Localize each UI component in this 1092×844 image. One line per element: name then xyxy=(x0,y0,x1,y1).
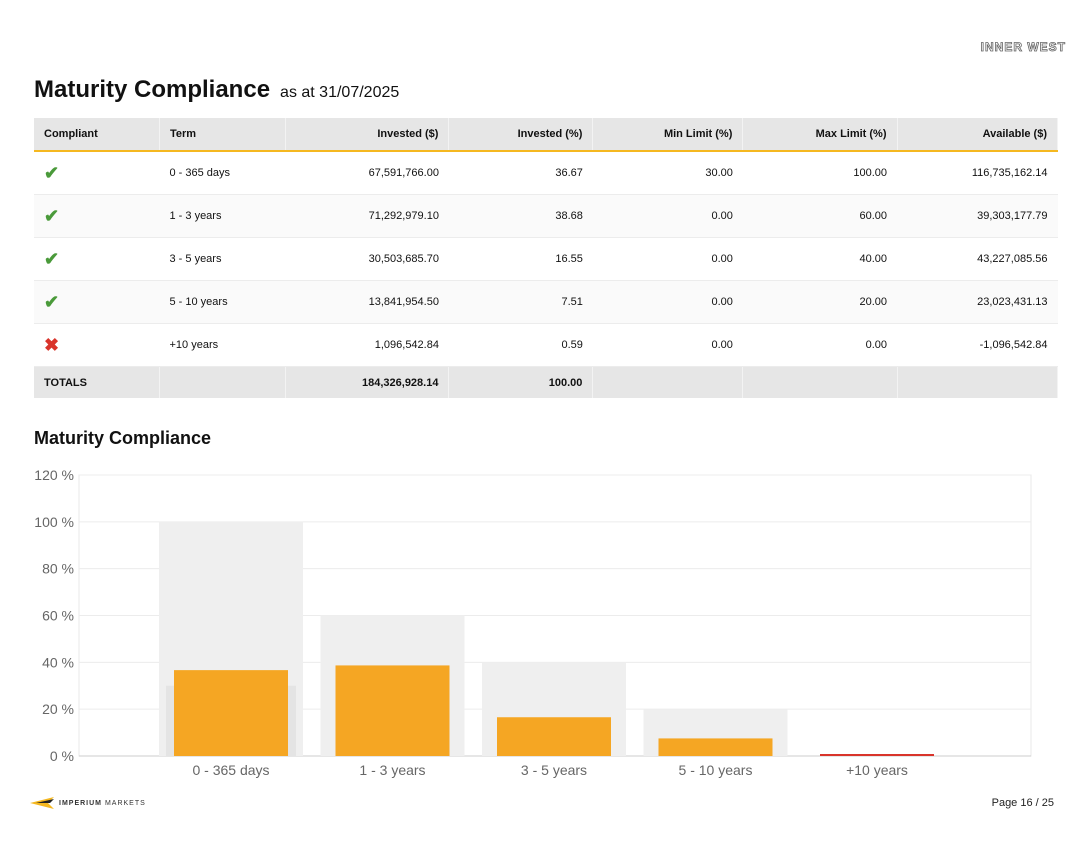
term-cell: +10 years xyxy=(159,323,286,367)
min-limit-cell: 0.00 xyxy=(592,323,743,367)
max-limit-cell: 100.00 xyxy=(742,151,898,195)
check-icon: ✔ xyxy=(44,248,60,269)
table-row: ✔ 5 - 10 years 13,841,954.50 7.51 0.00 20.00 2… xyxy=(34,280,1058,324)
table-row: ✔ 0 - 365 days 67,591,766.00 36.67 30.00 100.… xyxy=(34,151,1058,195)
available-cell: 23,023,431.13 xyxy=(897,280,1058,324)
totals-row: TOTALS 184,326,928.14 100.00 xyxy=(34,366,1059,398)
available-cell: -1,096,542.84 xyxy=(897,323,1058,367)
term-cell: 3 - 5 years xyxy=(159,237,286,281)
invested-cell: 13,841,954.50 xyxy=(285,280,449,324)
logo-text-bold: IMPERIUM xyxy=(59,799,102,807)
invested-bar xyxy=(658,738,773,756)
totals-min-cell xyxy=(592,366,744,398)
invested-bar xyxy=(820,754,934,756)
x-tick-label: 5 - 10 years xyxy=(679,762,753,778)
invested-cell: 1,096,542.84 xyxy=(285,323,449,367)
column-header-max-limit: Max Limit (%) xyxy=(742,118,898,152)
y-tick-label: 100 % xyxy=(34,514,74,530)
page-header: Maturity Compliance as at 31/07/2025 xyxy=(34,76,399,104)
totals-invested-pct: 100.00 xyxy=(448,366,594,398)
table-row: ✔ 3 - 5 years 30,503,685.70 16.55 0.00 40.00 4… xyxy=(34,237,1058,281)
compliant-cell: ✔ xyxy=(34,151,160,195)
column-header-available: Available ($) xyxy=(897,118,1059,152)
invested-pct-cell: 16.55 xyxy=(448,237,593,281)
max-limit-cell: 40.00 xyxy=(742,237,898,281)
x-tick-label: 1 - 3 years xyxy=(359,762,425,778)
table-header-row: Compliant Term Invested ($) Invested (%)… xyxy=(34,118,1059,152)
totals-invested: 184,326,928.14 xyxy=(285,366,450,398)
page-subtitle: as at 31/07/2025 xyxy=(280,84,400,101)
y-tick-label: 60 % xyxy=(42,608,74,624)
available-cell: 39,303,177.79 xyxy=(897,194,1058,238)
invested-cell: 30,503,685.70 xyxy=(285,237,449,281)
invested-bar xyxy=(497,717,611,756)
compliant-cell: ✖ xyxy=(34,323,160,367)
maturity-compliance-chart: 0 % 20 % 40 % 60 % 80 % 100 % 120 % 0 - 365 day… xyxy=(34,467,1032,778)
min-limit-cell: 0.00 xyxy=(592,280,743,324)
imperium-logo-icon xyxy=(30,797,54,809)
invested-pct-cell: 0.59 xyxy=(448,323,593,367)
term-cell: 1 - 3 years xyxy=(159,194,286,238)
available-cell: 43,227,085.56 xyxy=(897,237,1058,281)
page-number: Page 16 / 25 xyxy=(991,797,1054,809)
y-tick-label: 40 % xyxy=(42,654,74,670)
column-header-min-limit: Min Limit (%) xyxy=(592,118,744,152)
invested-pct-cell: 38.68 xyxy=(448,194,593,238)
logo-text-light: MARKETS xyxy=(104,799,146,807)
cross-icon: ✖ xyxy=(44,334,60,355)
totals-max-cell xyxy=(742,366,898,398)
table-row: ✔ 1 - 3 years 71,292,979.10 38.68 0.00 60.00 3… xyxy=(34,194,1058,238)
chart-title: Maturity Compliance xyxy=(34,428,212,448)
page-title: Maturity Compliance xyxy=(34,76,271,103)
compliant-cell: ✔ xyxy=(34,237,160,281)
column-header-term: Term xyxy=(159,118,286,152)
min-limit-cell: 0.00 xyxy=(592,237,743,281)
check-icon: ✔ xyxy=(44,291,60,312)
y-tick-label: 80 % xyxy=(42,561,74,577)
term-cell: 5 - 10 years xyxy=(159,280,286,324)
totals-label: TOTALS xyxy=(34,366,160,398)
check-icon: ✔ xyxy=(44,205,60,226)
y-tick-label: 120 % xyxy=(34,467,74,483)
table-row: ✖ +10 years 1,096,542.84 0.59 0.00 0.00 -1,096… xyxy=(34,323,1058,367)
max-limit-cell: 0.00 xyxy=(742,323,898,367)
invested-pct-cell: 36.67 xyxy=(448,151,593,195)
invested-pct-cell: 7.51 xyxy=(448,280,593,324)
y-tick-label: 0 % xyxy=(50,748,74,764)
term-cell: 0 - 365 days xyxy=(159,151,286,195)
totals-term-cell xyxy=(159,366,286,398)
invested-bar xyxy=(335,665,450,756)
max-limit-cell: 20.00 xyxy=(742,280,898,324)
totals-available-cell xyxy=(897,366,1059,398)
compliant-cell: ✔ xyxy=(34,194,160,238)
column-header-invested-pct: Invested (%) xyxy=(448,118,594,152)
compliant-cell: ✔ xyxy=(34,280,160,324)
x-tick-label: 0 - 365 days xyxy=(192,762,269,778)
client-logo: INNER WEST xyxy=(980,40,1066,55)
invested-cell: 71,292,979.10 xyxy=(285,194,449,238)
x-tick-label: 3 - 5 years xyxy=(521,762,587,778)
min-limit-cell: 30.00 xyxy=(592,151,743,195)
column-header-compliant: Compliant xyxy=(34,118,160,152)
x-tick-label: +10 years xyxy=(846,762,908,778)
y-tick-label: 20 % xyxy=(42,701,74,717)
max-limit-cell: 60.00 xyxy=(742,194,898,238)
maturity-compliance-table: Compliant Term Invested ($) Invested (%)… xyxy=(34,118,1059,398)
invested-cell: 67,591,766.00 xyxy=(285,151,449,195)
min-limit-cell: 0.00 xyxy=(592,194,743,238)
check-icon: ✔ xyxy=(44,162,60,183)
invested-bar xyxy=(174,670,288,756)
imperium-markets-logo: IMPERIUM MARKETS xyxy=(30,796,146,810)
column-header-invested: Invested ($) xyxy=(285,118,450,152)
available-cell: 116,735,162.14 xyxy=(897,151,1058,195)
